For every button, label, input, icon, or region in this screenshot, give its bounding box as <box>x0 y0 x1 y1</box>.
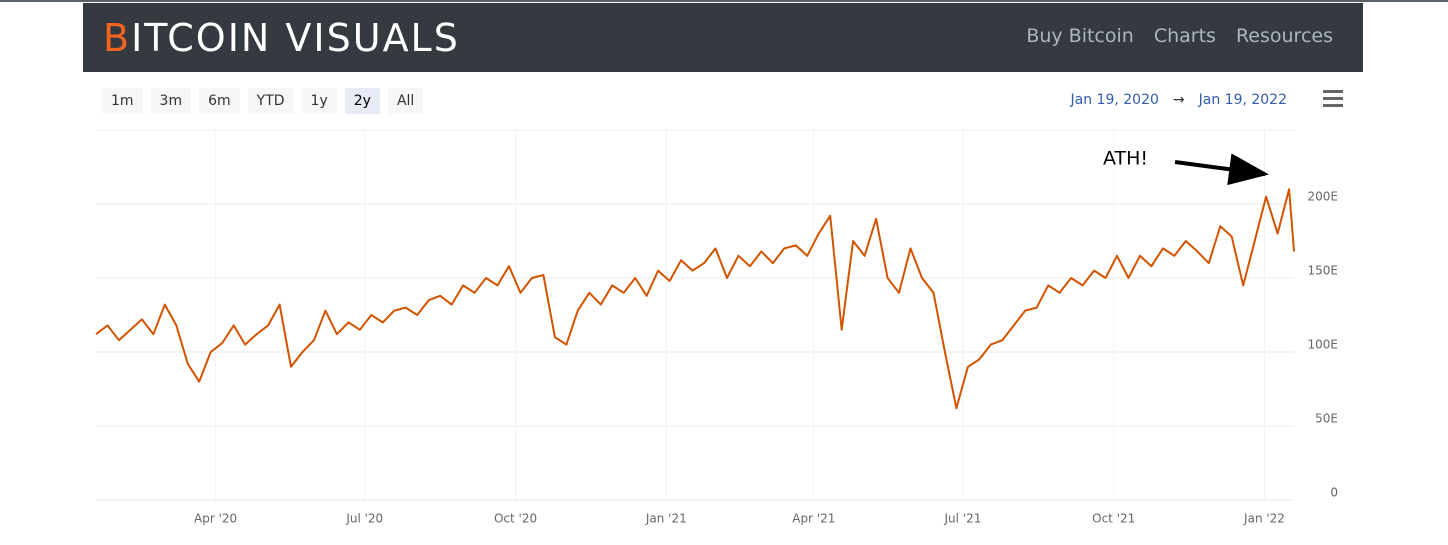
range-button[interactable]: 6m <box>199 88 240 114</box>
date-arrow: → <box>1172 92 1185 108</box>
range-button[interactable]: 2y <box>344 88 380 114</box>
y-tick-label: 0 <box>1330 486 1338 500</box>
range-button[interactable]: All <box>387 88 424 114</box>
x-tick-label: Apr '20 <box>194 512 237 526</box>
y-tick-label: 50E <box>1315 412 1338 426</box>
menu-button[interactable] <box>1323 90 1343 111</box>
range-button[interactable]: 1m <box>102 88 143 114</box>
x-tick-label: Oct '21 <box>1092 512 1135 526</box>
y-tick-label: 200E <box>1308 190 1339 204</box>
x-tick-label: Jan '22 <box>1243 512 1285 526</box>
annotation-arrow <box>1174 153 1269 186</box>
x-tick-label: Jul '20 <box>345 512 383 526</box>
chart: 0 50E 100E 150E 200E Apr '20 Jul '20 Oct '20 Jan… <box>95 129 1339 526</box>
nav-link[interactable]: Buy Bitcoin <box>1026 25 1134 47</box>
x-tick-label: Jan '21 <box>645 512 687 526</box>
date-from[interactable]: Jan 19, 2020 <box>1070 92 1159 108</box>
x-tick-label: Jul '21 <box>944 512 982 526</box>
x-tick-label: Apr '21 <box>792 512 835 526</box>
annotation: ATH! <box>1103 148 1148 170</box>
date-range: Jan 19, 2020 → Jan 19, 2022 <box>1071 92 1287 108</box>
nav: Buy Bitcoin Charts Resources <box>1026 25 1333 47</box>
header: BITCOIN VISUALS Buy Bitcoin Charts Resou… <box>83 3 1363 72</box>
range-buttons: 1m 3m 6m YTD 1y 2y All <box>102 88 424 114</box>
x-tick-label: Oct '20 <box>494 512 537 526</box>
nav-link[interactable]: Resources <box>1235 25 1333 47</box>
logo[interactable]: BITCOIN VISUALS <box>103 16 460 60</box>
chart-panel: 1m 3m 6m YTD 1y 2y All Jan 19, 2020 → Jan 19, … <box>83 72 1363 545</box>
line <box>95 188 1295 410</box>
date-to[interactable]: Jan 19, 2022 <box>1198 92 1287 108</box>
y-tick-label: 100E <box>1308 338 1339 352</box>
y-tick-label: 150E <box>1308 264 1339 278</box>
nav-link[interactable]: Charts <box>1153 25 1216 47</box>
range-button[interactable]: 1y <box>301 88 337 114</box>
range-button[interactable]: YTD <box>247 88 294 114</box>
range-button[interactable]: 3m <box>150 88 192 114</box>
